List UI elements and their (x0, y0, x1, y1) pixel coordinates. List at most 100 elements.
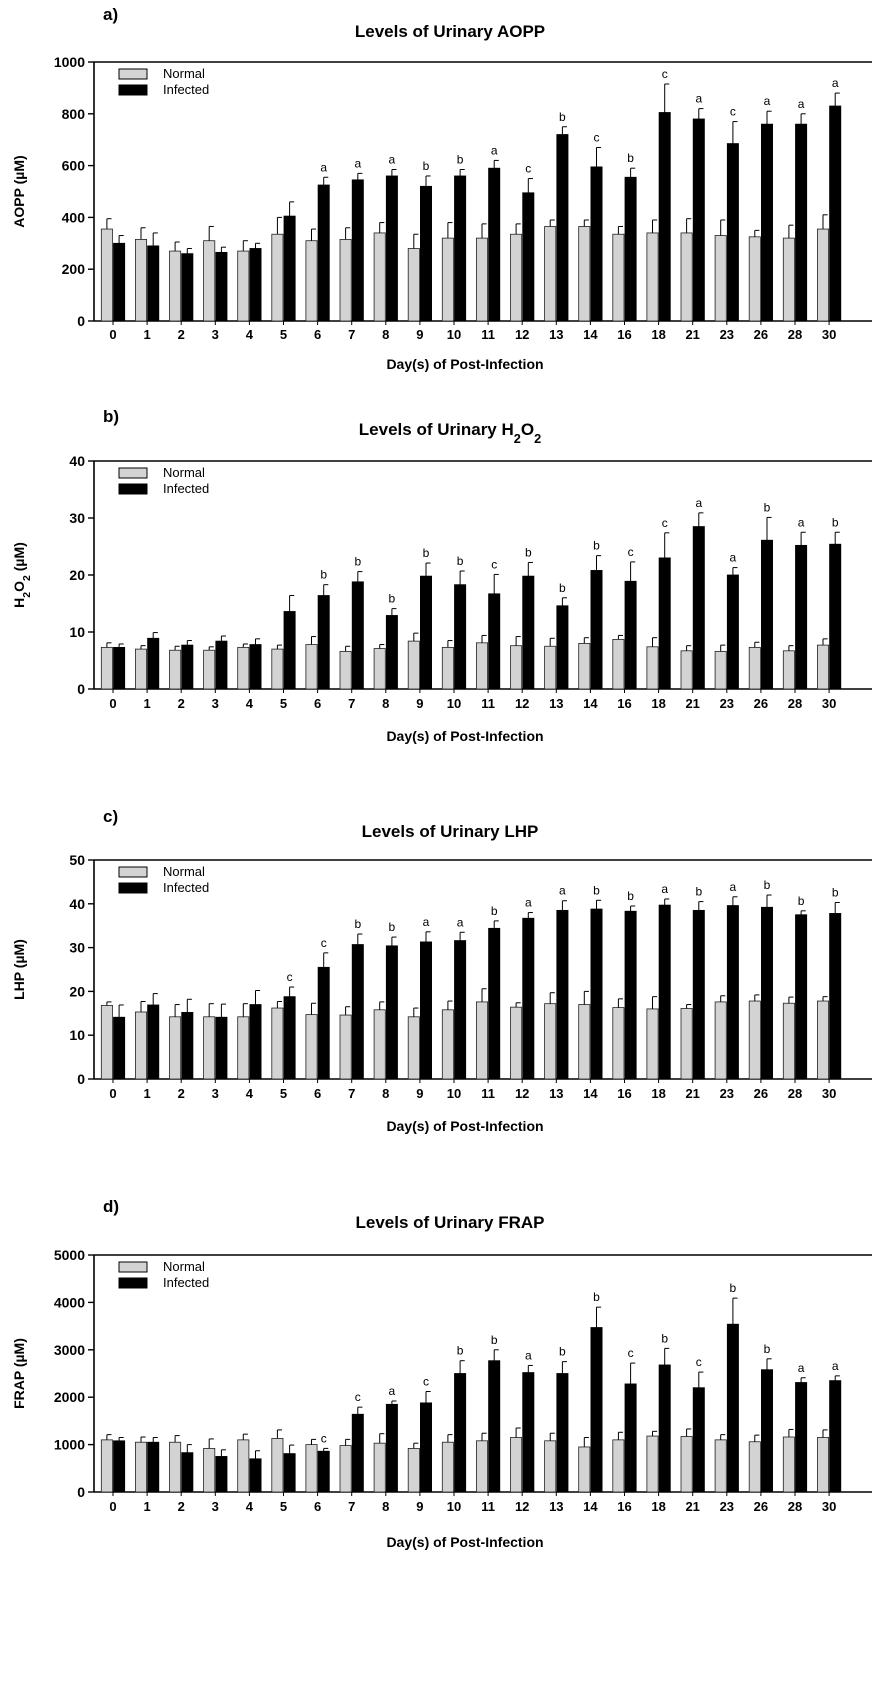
chart-title: Levels of Urinary H2O2 (359, 420, 541, 446)
legend-label-normal: Normal (163, 66, 205, 81)
legend-swatch-infected (118, 1277, 148, 1289)
significance-letter: c (287, 970, 293, 984)
significance-letter: a (695, 92, 702, 106)
x-tick-label: 28 (788, 1499, 802, 1514)
significance-letter: b (695, 885, 702, 899)
x-tick-label: 12 (515, 696, 529, 711)
x-tick-label: 0 (109, 1499, 116, 1514)
y-tick-label: 20 (69, 567, 85, 583)
bar-infected (181, 1012, 194, 1080)
y-tick-label: 10 (69, 624, 85, 640)
y-tick-label: 1000 (54, 54, 85, 70)
bar-infected (147, 1004, 160, 1080)
x-tick-label: 1 (143, 1086, 150, 1101)
bar-normal (680, 1008, 693, 1080)
x-tick-label: 28 (788, 696, 802, 711)
bar-normal (510, 1437, 523, 1493)
x-tick-label: 10 (447, 1499, 461, 1514)
bar-infected (113, 1016, 126, 1080)
bar-infected (658, 1364, 671, 1493)
bar-infected (795, 914, 808, 1080)
bar-infected (692, 1387, 705, 1493)
bar-normal (373, 232, 386, 322)
significance-letter: c (662, 67, 668, 81)
x-tick-label: 28 (788, 1086, 802, 1101)
bar-normal (100, 646, 113, 690)
bar-normal (271, 648, 284, 690)
bar-infected (624, 580, 637, 690)
significance-letter: b (593, 1290, 600, 1304)
bar-infected (351, 1413, 364, 1493)
bar-normal (748, 1000, 761, 1080)
bar-normal (100, 1439, 113, 1493)
panel-label: d) (103, 1197, 119, 1216)
bar-normal (134, 1441, 147, 1493)
bar-normal (100, 1005, 113, 1080)
x-axis-label: Day(s) of Post-Infection (386, 728, 543, 744)
x-tick-label: 7 (348, 1499, 355, 1514)
x-tick-label: 26 (754, 327, 768, 342)
bar-infected (488, 927, 501, 1080)
bar-normal (475, 642, 488, 690)
x-tick-label: 21 (685, 1499, 699, 1514)
significance-letter: b (457, 152, 464, 166)
bar-infected (829, 543, 842, 690)
legend-label-infected: Infected (163, 1275, 209, 1290)
bar-normal (169, 649, 182, 690)
significance-letter: c (730, 105, 736, 119)
x-tick-label: 8 (382, 1086, 389, 1101)
bar-infected (181, 253, 194, 322)
x-tick-label: 1 (143, 327, 150, 342)
significance-letter: b (320, 568, 327, 582)
bar-normal (646, 1008, 659, 1080)
bar-normal (339, 650, 352, 690)
x-tick-label: 30 (822, 1499, 836, 1514)
bar-normal (373, 648, 386, 690)
significance-letter: a (798, 97, 805, 111)
bar-normal (237, 646, 250, 690)
x-tick-label: 2 (178, 696, 185, 711)
significance-letter: b (798, 894, 805, 908)
bar-infected (590, 570, 603, 690)
bar-infected (624, 176, 637, 322)
bar-normal (544, 645, 557, 690)
x-tick-label: 2 (178, 1499, 185, 1514)
significance-letter: a (832, 1359, 839, 1373)
significance-letter: b (627, 889, 634, 903)
bar-infected (795, 1382, 808, 1493)
x-tick-label: 5 (280, 327, 287, 342)
bar-infected (317, 966, 330, 1080)
bar-infected (590, 908, 603, 1080)
x-tick-label: 11 (481, 1086, 495, 1101)
legend-label-infected: Infected (163, 481, 209, 496)
bar-normal (510, 645, 523, 690)
bar-normal (169, 1016, 182, 1080)
x-tick-label: 11 (481, 327, 495, 342)
bar-infected (215, 251, 228, 322)
x-tick-label: 12 (515, 327, 529, 342)
significance-letter: a (798, 1361, 805, 1375)
bar-infected (249, 248, 262, 322)
significance-letter: b (491, 904, 498, 918)
x-tick-label: 23 (720, 1499, 734, 1514)
x-tick-label: 28 (788, 327, 802, 342)
significance-letter: a (354, 156, 361, 170)
y-tick-label: 50 (69, 852, 85, 868)
x-tick-label: 14 (583, 696, 598, 711)
chart-panel-1: a)Levels of Urinary AOPP0200400600800100… (11, 5, 872, 372)
bar-normal (748, 1441, 761, 1493)
significance-letter: c (594, 130, 600, 144)
chart-panel-4: d) Levels of Urinary FRAP 0 1000 2000 3000 400… (11, 1197, 872, 1550)
x-tick-label: 0 (109, 327, 116, 342)
legend-swatch-infected (118, 882, 148, 894)
legend-swatch-normal (118, 68, 148, 80)
bar-normal (782, 1002, 795, 1080)
bar-infected (522, 575, 535, 690)
legend-swatch-infected (118, 84, 148, 96)
x-tick-label: 18 (651, 327, 665, 342)
x-tick-label: 14 (583, 1086, 598, 1101)
significance-letter: a (389, 1384, 396, 1398)
bar-normal (373, 1009, 386, 1080)
bar-normal (237, 1016, 250, 1080)
